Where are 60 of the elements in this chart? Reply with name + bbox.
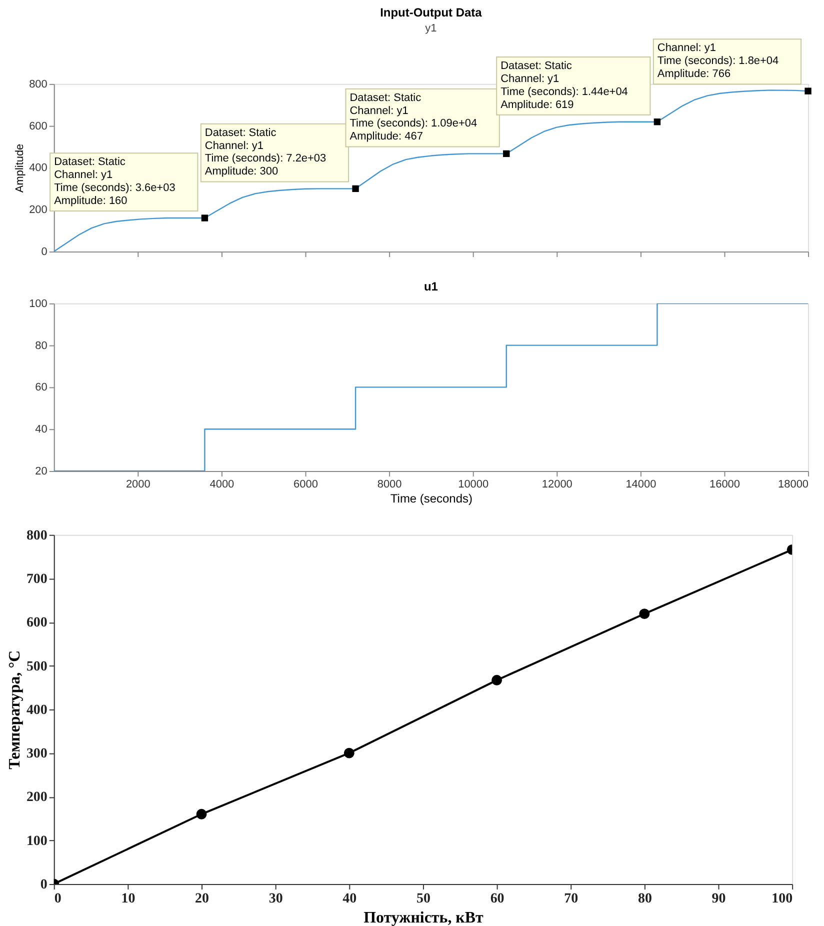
x-tick-label: 4000 <box>210 478 234 490</box>
x-tick-label: 10 <box>121 891 136 906</box>
y-tick-label: 400 <box>29 162 48 174</box>
point <box>196 808 207 820</box>
point <box>344 748 354 758</box>
x-tick-label: 30 <box>268 891 283 906</box>
x-tick-label: 40 <box>342 891 357 906</box>
x-tick-label: 60 <box>490 891 504 906</box>
x-tick-label: 14000 <box>626 478 656 490</box>
x-tick-label: 80 <box>638 891 652 906</box>
x-tick-label: 20 <box>195 891 210 906</box>
y-tick-label: 700 <box>26 572 48 587</box>
chart-title: Input-Output Data <box>380 6 482 20</box>
x-tick-label: 10000 <box>458 478 489 490</box>
x-tick-label: 2000 <box>126 478 150 490</box>
y-tick-label: 40 <box>35 424 48 436</box>
y-tick-label: 800 <box>26 528 48 544</box>
x-tick-label: 0 <box>54 891 62 906</box>
x-axis-title: Потужність, кВт <box>364 909 484 926</box>
point <box>201 214 208 222</box>
x-axis-title: Time (seconds) <box>390 491 472 506</box>
y-tick-label: 800 <box>29 78 48 90</box>
y-tick-label: 600 <box>26 616 48 631</box>
point <box>492 674 502 686</box>
annotation: Dataset: Static Channel: y1 Time (seconds): 7.2e+03 Amplitude: 300 <box>204 126 326 178</box>
x-tick-label: 70 <box>564 891 578 906</box>
y-axis-title: Amplitude <box>14 144 26 193</box>
point <box>352 185 359 192</box>
x-tick-label: 8000 <box>377 478 402 490</box>
chart-subtitle: y1 <box>425 22 437 35</box>
chart-title: u1 <box>424 279 438 294</box>
annotation: Channel: y1 Time (seconds): 1.8e+04 Amplitude: 766 <box>657 42 779 80</box>
annotation: Dataset: Static Channel: y1 Time (seconds): 1.09e+04 Amplitude: 467 <box>350 92 478 143</box>
y-tick-label: 0 <box>40 877 48 892</box>
y-tick-label: 60 <box>35 382 48 394</box>
point <box>654 118 661 126</box>
y-tick-label: 200 <box>29 204 48 216</box>
x-tick-label: 100 <box>772 891 793 906</box>
point <box>639 608 650 620</box>
y-tick-label: 200 <box>26 790 48 806</box>
y-tick-label: 500 <box>26 659 48 674</box>
x-tick-label: 18000 <box>778 478 809 490</box>
x-tick-label: 16000 <box>709 478 740 490</box>
x-tick-label: 90 <box>712 891 726 906</box>
annotation: Dataset: Static Channel: y1 Time (seconds): 1.44e+04 Amplitude: 619 <box>500 60 628 111</box>
x-tick-label: 50 <box>416 891 430 906</box>
y-tick-label: 80 <box>35 340 48 352</box>
x-tick-label: 6000 <box>294 478 318 490</box>
y-tick-label: 400 <box>26 702 48 718</box>
y-tick-label: 100 <box>29 298 48 310</box>
x-tick-label: 12000 <box>542 478 572 490</box>
y-tick-label: 0 <box>41 246 48 258</box>
point <box>503 150 510 158</box>
y-axis-title: Температура, °C <box>6 650 24 770</box>
y-tick-label: 20 <box>35 465 48 478</box>
annotation: Dataset: Static Channel: y1 Time (seconds): 3.6e+03 Amplitude: 160 <box>54 156 176 208</box>
y-tick-label: 600 <box>29 120 48 132</box>
y-tick-label: 300 <box>26 746 48 762</box>
point <box>804 88 812 94</box>
y-tick-label: 100 <box>26 834 48 849</box>
